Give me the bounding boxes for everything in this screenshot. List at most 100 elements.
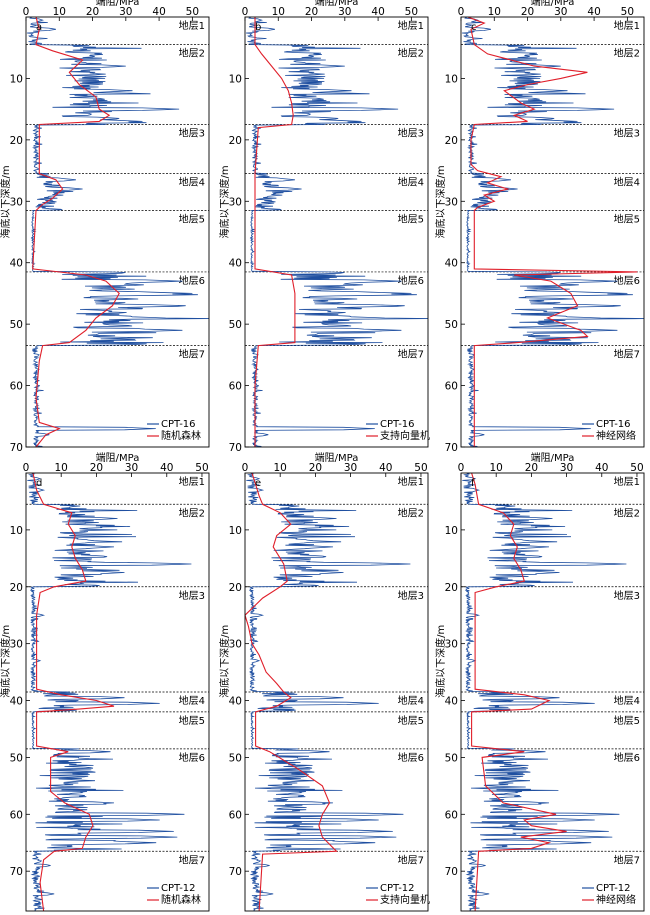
- x-tick-label: 30: [119, 6, 132, 18]
- y-tick-label: 30: [10, 196, 23, 208]
- y-tick-label: 20: [10, 582, 23, 594]
- series-measured: [462, 473, 627, 911]
- x-tick-label: 0: [242, 6, 249, 18]
- layer-label: 地层4: [179, 694, 205, 707]
- layer-label: 地层4: [398, 694, 424, 707]
- series-predicted: [254, 17, 296, 447]
- layer-label: 地层1: [179, 475, 205, 488]
- series-predicted: [32, 473, 115, 911]
- x-tick-label: 40: [160, 462, 173, 474]
- y-tick-label: 40: [445, 258, 458, 270]
- series-predicted: [245, 473, 338, 911]
- y-tick-label: 30: [445, 639, 458, 651]
- layer-label: 地层7: [614, 348, 640, 361]
- y-axis-title: 海底以下深度/m: [0, 165, 12, 238]
- series-measured: [245, 17, 428, 447]
- layer-label: 地层2: [398, 506, 424, 519]
- layer-label: 地层4: [614, 694, 640, 707]
- layer-label: 地层1: [614, 19, 640, 32]
- plot-frame: [460, 16, 645, 448]
- y-tick-label: 70: [229, 442, 242, 454]
- layer-label: 地层5: [398, 714, 424, 727]
- x-tick-label: 40: [152, 6, 165, 18]
- x-tick-label: 30: [560, 462, 573, 474]
- layer-label: 地层4: [398, 176, 424, 189]
- y-tick-label: 50: [10, 319, 23, 331]
- legend-label: CPT-12: [161, 883, 196, 894]
- series-predicted: [471, 473, 567, 911]
- x-axis-title: 端阻/MPa: [315, 451, 359, 464]
- layer-label: 地层5: [614, 213, 640, 226]
- y-tick-label: 40: [229, 258, 242, 270]
- x-axis-title: 端阻/MPa: [531, 0, 575, 8]
- panel-letter: c: [471, 22, 477, 33]
- panel-letter: d: [36, 478, 42, 489]
- y-tick-label: 50: [445, 319, 458, 331]
- y-tick-label: 40: [10, 258, 23, 270]
- series-measured: [246, 473, 411, 911]
- plot-frame: [244, 472, 429, 912]
- panel-d: 地层1 地层2 地层3 地层4 地层5 地层6 地层7 0 10 20 30 40 50 10 20 30 40…: [0, 451, 210, 912]
- x-tick-label: 50: [630, 462, 643, 474]
- series-measured: [26, 17, 209, 447]
- x-tick-label: 50: [414, 462, 427, 474]
- y-axis-title: 海底以下深度/m: [218, 625, 231, 698]
- panel-letter: b: [255, 22, 261, 33]
- layer-label: 地层4: [179, 176, 205, 189]
- x-tick-label: 10: [274, 462, 287, 474]
- layer-label: 地层3: [179, 589, 205, 602]
- x-tick-label: 50: [621, 6, 634, 18]
- y-axis-title: 海底以下深度/m: [434, 625, 447, 698]
- y-tick-label: 10: [10, 73, 23, 85]
- layer-label: 地层1: [614, 475, 640, 488]
- y-tick-label: 20: [229, 135, 242, 147]
- y-axis-title: 海底以下深度/m: [434, 165, 447, 238]
- layer-label: 地层7: [179, 853, 205, 866]
- layer-label: 地层5: [179, 714, 205, 727]
- y-tick-label: 10: [445, 73, 458, 85]
- layer-label: 地层6: [614, 751, 640, 764]
- panel-a: 地层1 地层2 地层3 地层4 地层5 地层6 地层7 0 10 20 30 40 50 10 20 30 40…: [0, 0, 210, 454]
- y-tick-label: 70: [10, 442, 23, 454]
- layer-label: 地层6: [179, 274, 205, 287]
- layer-label: 地层5: [614, 714, 640, 727]
- y-tick-label: 40: [445, 696, 458, 708]
- y-tick-label: 70: [229, 866, 242, 878]
- layer-label: 地层3: [614, 589, 640, 602]
- x-tick-label: 10: [272, 6, 285, 18]
- x-tick-label: 10: [488, 6, 501, 18]
- y-tick-label: 20: [229, 582, 242, 594]
- plot-frame: [460, 472, 645, 912]
- x-tick-label: 10: [53, 6, 66, 18]
- y-tick-label: 50: [10, 752, 23, 764]
- y-tick-label: 20: [445, 582, 458, 594]
- panel-c: 地层1 地层2 地层3 地层4 地层5 地层6 地层7 0 10 20 30 40 50 10 20 30 40…: [434, 0, 645, 454]
- panel-b: 地层1 地层2 地层3 地层4 地层5 地层6 地层7 0 10 20 30 40 50 10 20 30 40…: [218, 0, 430, 454]
- layer-label: 地层7: [179, 348, 205, 361]
- layer-label: 地层2: [179, 506, 205, 519]
- legend-label: 支持向量机: [380, 429, 430, 442]
- x-axis-title: 端阻/MPa: [96, 0, 140, 8]
- y-tick-label: 30: [445, 196, 458, 208]
- y-tick-label: 60: [445, 381, 458, 393]
- layer-label: 地层5: [398, 213, 424, 226]
- x-tick-label: 20: [525, 462, 538, 474]
- layer-label: 地层6: [179, 751, 205, 764]
- layer-label: 地层1: [179, 19, 205, 32]
- x-tick-label: 30: [554, 6, 567, 18]
- x-tick-label: 30: [125, 462, 138, 474]
- y-tick-label: 40: [229, 696, 242, 708]
- x-tick-label: 30: [338, 6, 351, 18]
- panel-e: 地层1 地层2 地层3 地层4 地层5 地层6 地层7 0 10 20 30 40 50 10 20 30 40…: [218, 451, 430, 912]
- y-axis-title: 海底以下深度/m: [218, 165, 231, 238]
- legend-label: 神经网络: [596, 893, 636, 906]
- layer-label: 地层7: [398, 348, 424, 361]
- y-tick-label: 60: [445, 809, 458, 821]
- y-tick-label: 50: [229, 319, 242, 331]
- x-tick-label: 10: [490, 462, 503, 474]
- legend-label: 随机森林: [161, 893, 201, 906]
- x-tick-label: 0: [242, 462, 249, 474]
- x-axis-title: 端阻/MPa: [96, 451, 140, 464]
- layer-label: 地层6: [398, 274, 424, 287]
